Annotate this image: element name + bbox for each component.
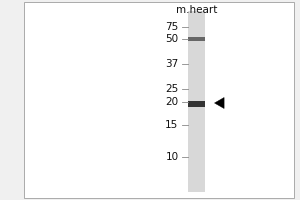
Text: 37: 37	[165, 59, 178, 69]
Text: m.heart: m.heart	[176, 5, 217, 15]
Bar	[188, 37, 205, 41]
Text: 25: 25	[165, 84, 178, 94]
Text: 10: 10	[165, 152, 178, 162]
Text: 75: 75	[165, 22, 178, 32]
Bar	[188, 11, 205, 192]
Text: 50: 50	[165, 34, 178, 44]
Bar	[188, 101, 205, 107]
Text: 20: 20	[165, 97, 178, 107]
Polygon shape	[214, 98, 224, 108]
Text: 15: 15	[165, 120, 178, 130]
